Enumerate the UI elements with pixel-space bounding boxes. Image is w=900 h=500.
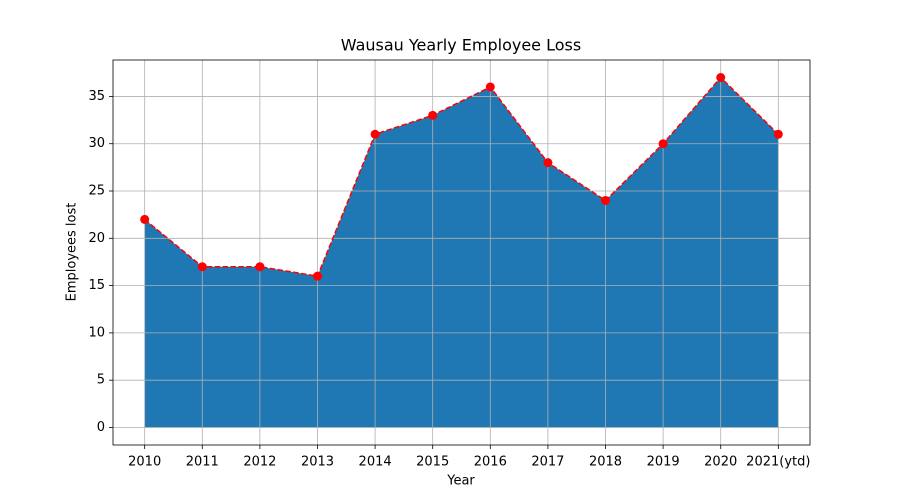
- x-tick-label: 2014: [359, 455, 392, 470]
- marker: [255, 262, 265, 272]
- y-tick-label: 5: [97, 373, 105, 388]
- area: [144, 77, 779, 428]
- y-tick-label: 15: [88, 278, 105, 293]
- y-tick-label: 0: [97, 420, 105, 435]
- y-tick-label: 20: [88, 231, 105, 246]
- y-tick-label: 30: [88, 136, 105, 151]
- plot-frame: [112, 59, 811, 446]
- x-tick-label: 2021(ytd): [746, 455, 810, 470]
- marker: [716, 73, 726, 82]
- x-tick-label: 2018: [589, 455, 622, 470]
- x-tick-label: 2015: [416, 455, 449, 470]
- x-tick-label: 2013: [301, 455, 334, 470]
- marker: [428, 110, 438, 120]
- chart-title: Wausau Yearly Employee Loss: [341, 36, 581, 55]
- marker: [485, 82, 495, 92]
- y-tick-label: 25: [88, 184, 105, 199]
- marker: [658, 139, 668, 149]
- y-tick-label: 10: [88, 325, 105, 340]
- marker: [312, 271, 322, 281]
- marker: [543, 158, 553, 168]
- x-tick-label: 2020: [704, 455, 737, 470]
- marker: [773, 129, 783, 139]
- x-axis-label: Year: [446, 474, 475, 489]
- marker: [601, 195, 611, 205]
- y-axis-label: Employees lost: [65, 203, 80, 302]
- x-tick-label: 2011: [186, 455, 219, 470]
- line: [144, 76, 779, 277]
- x-tick-label: 2012: [243, 455, 276, 470]
- x-tick-label: 2017: [531, 455, 564, 470]
- y-tick-label: 35: [88, 89, 105, 104]
- x-tick-label: 2016: [474, 455, 507, 470]
- marker: [370, 129, 380, 139]
- marker: [140, 214, 150, 224]
- marker: [197, 262, 207, 272]
- x-tick-label: 2019: [647, 455, 680, 470]
- x-tick-label: 2010: [128, 455, 161, 470]
